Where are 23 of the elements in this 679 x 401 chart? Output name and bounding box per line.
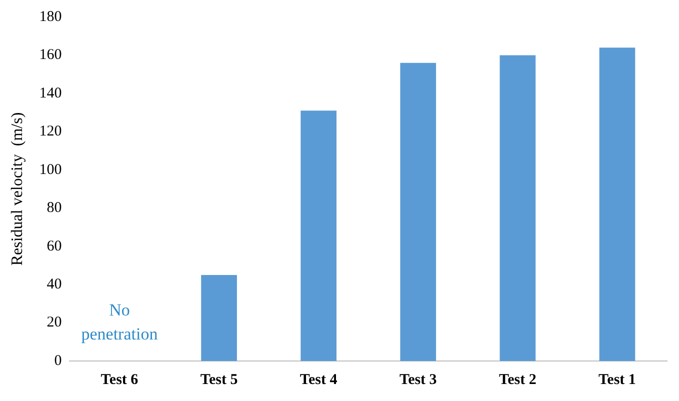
y-tick-label: 180	[39, 8, 62, 25]
x-tick-label: Test 1	[598, 372, 636, 388]
y-tick-label: 100	[39, 162, 62, 178]
x-tick-label: Test 4	[300, 372, 338, 388]
bar	[300, 110, 336, 361]
annotation: No penetration	[81, 300, 158, 344]
y-tick-label: 60	[46, 238, 62, 254]
y-tick-label: 0	[54, 352, 62, 369]
y-tick-label: 120	[39, 124, 62, 140]
y-axis-title: Residual velocity (m/s)	[8, 112, 26, 266]
x-tick-label: Test 5	[200, 372, 238, 388]
bar	[500, 55, 536, 361]
y-tick-label: 80	[46, 200, 62, 216]
x-tick-label: Test 6	[100, 372, 139, 388]
y-tick-label: 40	[46, 276, 62, 292]
y-tick-label: 140	[39, 85, 62, 102]
x-tick-label: Test 2	[498, 372, 536, 388]
y-tick-label: 160	[39, 47, 62, 64]
x-tick-label: Test 3	[399, 372, 437, 388]
bar	[400, 62, 436, 361]
y-tick-label: 20	[46, 314, 62, 331]
bar	[599, 48, 636, 361]
bar	[201, 275, 237, 361]
